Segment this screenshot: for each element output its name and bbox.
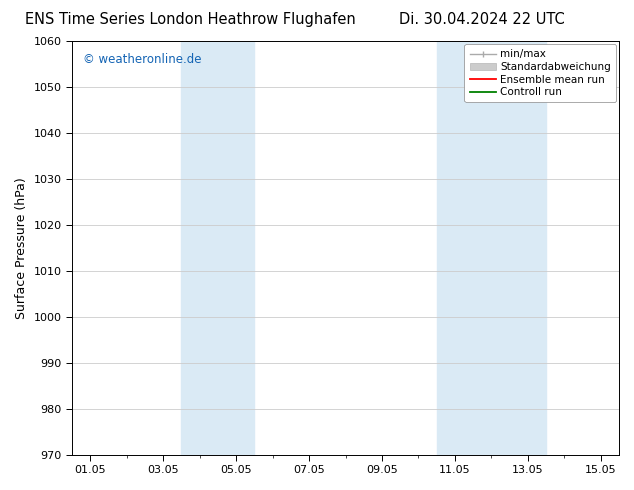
Text: ENS Time Series London Heathrow Flughafen: ENS Time Series London Heathrow Flughafe… bbox=[25, 12, 356, 27]
Bar bbox=[181, 41, 254, 455]
Text: Di. 30.04.2024 22 UTC: Di. 30.04.2024 22 UTC bbox=[399, 12, 565, 27]
Legend: min/max, Standardabweichung, Ensemble mean run, Controll run: min/max, Standardabweichung, Ensemble me… bbox=[465, 44, 616, 102]
Y-axis label: Surface Pressure (hPa): Surface Pressure (hPa) bbox=[15, 177, 28, 318]
Text: © weatheronline.de: © weatheronline.de bbox=[83, 53, 202, 67]
Bar bbox=[437, 41, 546, 455]
